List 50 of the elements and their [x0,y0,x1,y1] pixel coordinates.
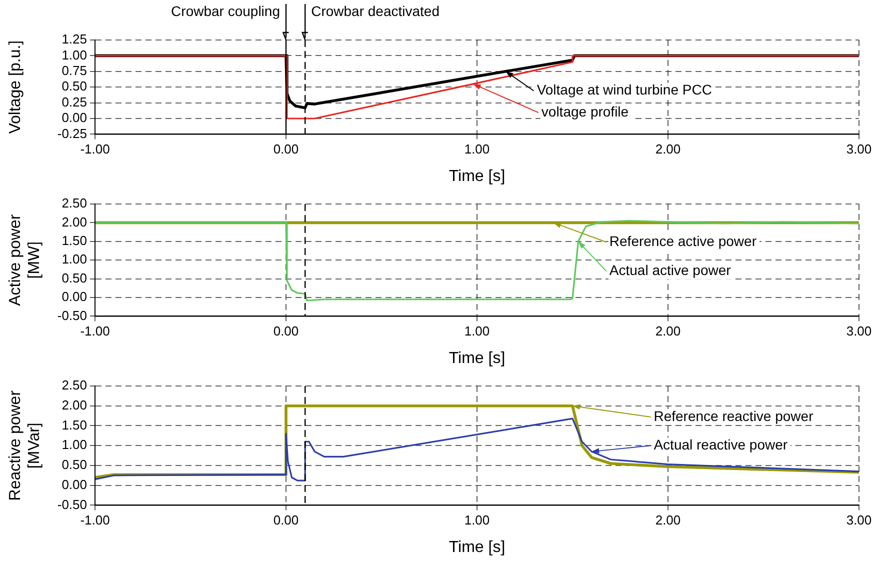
y-axis-title: Reactive power [MVar] [7,390,44,501]
x-tick-label: 1.00 [464,142,490,157]
text: voltage profile [541,103,629,120]
x-tick-label: 3.00 [846,142,872,157]
x-axis-title: Time [s] [448,350,506,367]
y-tick-label: 1.50 [62,417,87,432]
y-tick-label: 1.25 [62,32,87,47]
y-tick-label: -0.50 [57,308,87,323]
y-tick-label: 0.75 [62,62,87,78]
y-tick-label: -0.25 [57,126,87,141]
y-tick-label: 0.50 [62,270,87,286]
y-tick-label: 0.25 [62,94,87,110]
x-tick-label: 0.00 [273,324,299,339]
x-tick-label: 2.00 [655,512,681,528]
ref-line-label: Crowbar deactivated [311,2,440,19]
x-tick-label: 0.00 [273,142,299,157]
y-tick-label: -0.50 [57,496,87,512]
x-tick-label: 2.00 [655,142,681,157]
y-axis-title: Voltage [p.u.] [7,40,24,134]
x-tick-label: 0.00 [273,512,299,528]
x-axis-title: Time [s] [448,538,506,556]
y-tick-label: 0.50 [62,78,87,94]
y-tick-label: 2.00 [62,214,87,230]
y-tick-label: 0.00 [62,110,87,126]
x-axis-title: Time [s] [448,168,506,185]
y-axis-title: Active power [MW] [7,214,44,306]
text: Reference reactive power [654,408,814,424]
y-tick-label: 1.00 [62,252,87,267]
legend-label: Voltage at wind turbine PCC [536,82,712,98]
x-tick-label: 1.00 [464,512,490,528]
ref-line-label: Crowbar coupling [171,2,280,19]
y-tick-label: 1.00 [62,437,87,452]
y-tick-label: 2.50 [62,378,87,393]
y-tick-label: 2.50 [62,196,87,211]
x-tick-label: 3.00 [846,324,872,339]
y-tick-label: 1.00 [62,47,87,62]
x-tick-label: 1.00 [464,324,490,339]
y-tick-label: 2.00 [62,397,87,412]
text: Actual active power [609,262,732,278]
x-tick-label: -1.00 [80,512,110,528]
x-tick-label: -1.00 [80,142,110,157]
legend-label: Reference active power [609,233,757,250]
y-tick-label: 0.00 [62,476,87,492]
x-tick-label: 2.00 [655,324,681,339]
y-tick-label: 1.50 [62,232,87,248]
y-tick-label: 0.50 [62,457,87,472]
x-tick-label: -1.00 [80,324,110,339]
legend-label: Actual reactive power [654,436,788,452]
x-tick-label: 3.00 [846,512,872,528]
y-tick-label: 0.00 [62,289,87,304]
